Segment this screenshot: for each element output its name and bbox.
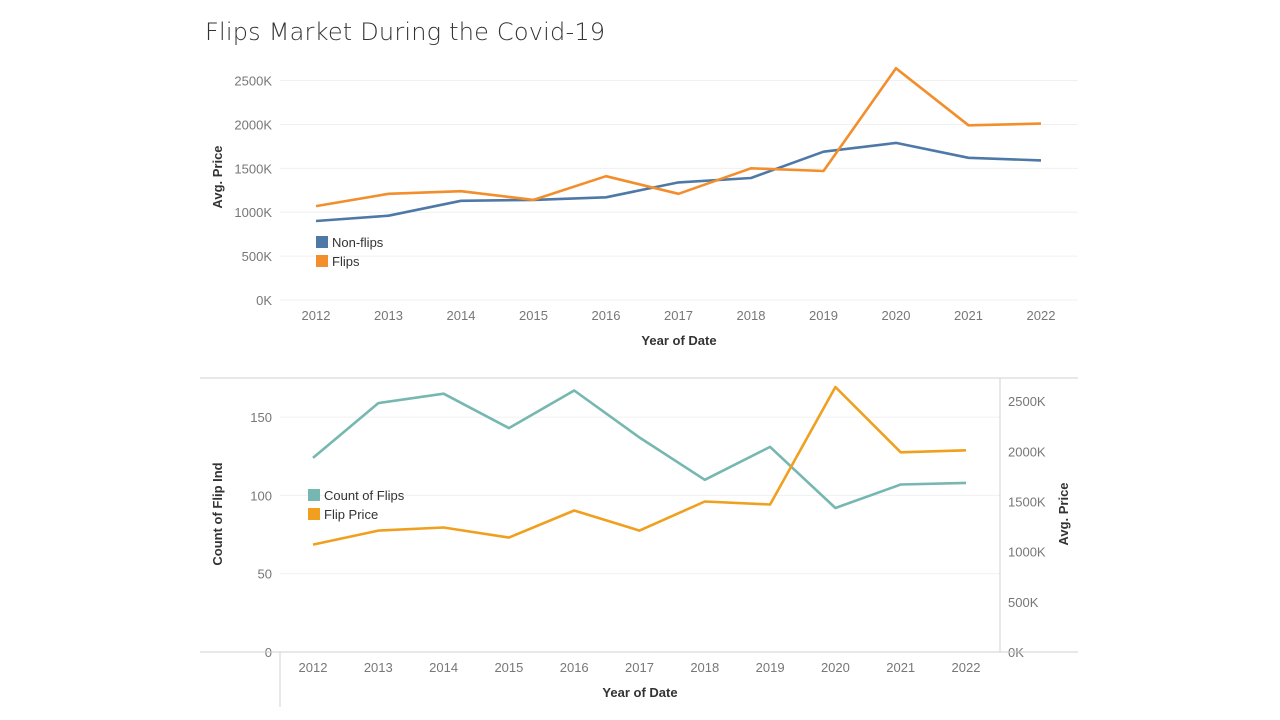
x-tick-label: 2013 xyxy=(364,660,393,675)
y-left-axis-title: Count of Flip Ind xyxy=(210,462,225,565)
x-tick-label: 2014 xyxy=(447,308,476,323)
x-tick-label: 2016 xyxy=(592,308,621,323)
x-tick-label: 2015 xyxy=(494,660,523,675)
x-tick-label: 2020 xyxy=(882,308,911,323)
x-tick-label: 2017 xyxy=(625,660,654,675)
bottom-dual-axis-chart: 0501001500K500K1000K1500K2000K2500K20122… xyxy=(200,377,1078,707)
series-line-non-flips xyxy=(315,141,1042,223)
series-line-flips xyxy=(315,67,1042,208)
legend-swatch xyxy=(308,508,320,520)
x-tick-label: 2018 xyxy=(737,308,766,323)
x-tick-label: 2022 xyxy=(1027,308,1056,323)
series-line-flip-price xyxy=(312,385,967,546)
y-left-tick-label: 100 xyxy=(250,488,272,503)
series-line-count-of-flips xyxy=(312,389,967,510)
y-tick-label: 0K xyxy=(256,293,272,308)
top-line-chart: 0K 500K 1000K 1500K 2000K 2500K 2012 2013 2014 20… xyxy=(210,67,1078,348)
y-right-tick-label: 2500K xyxy=(1008,394,1046,409)
legend-swatch xyxy=(316,255,328,267)
legend-label: Flips xyxy=(332,254,360,269)
x-axis-title: Year of Date xyxy=(602,685,677,700)
legend-swatch xyxy=(308,489,320,501)
y-tick-label: 1500K xyxy=(234,161,272,176)
y-axis-title: Avg. Price xyxy=(210,145,225,208)
y-tick-label: 1000K xyxy=(234,205,272,220)
x-tick-label: 2021 xyxy=(954,308,983,323)
legend-swatch xyxy=(316,236,328,248)
x-tick-label: 2017 xyxy=(664,308,693,323)
y-left-tick-label: 150 xyxy=(250,410,272,425)
x-tick-label: 2016 xyxy=(560,660,589,675)
legend-label: Flip Price xyxy=(324,507,378,522)
x-tick-label: 2020 xyxy=(821,660,850,675)
y-right-axis-title: Avg. Price xyxy=(1056,482,1071,545)
y-tick-label: 2500K xyxy=(234,74,272,89)
x-tick-label: 2012 xyxy=(299,660,328,675)
y-right-tick-label: 2000K xyxy=(1008,444,1046,459)
x-tick-label: 2021 xyxy=(886,660,915,675)
y-left-tick-label: 50 xyxy=(258,567,272,582)
x-tick-label: 2014 xyxy=(429,660,458,675)
x-tick-label: 2022 xyxy=(952,660,981,675)
page-title: Flips Market During the Covid-19 xyxy=(205,18,606,46)
x-tick-label: 2019 xyxy=(809,308,838,323)
legend-label: Count of Flips xyxy=(324,488,405,503)
y-tick-label: 500K xyxy=(242,249,273,264)
x-tick-label: 2013 xyxy=(374,308,403,323)
x-tick-label: 2018 xyxy=(690,660,719,675)
x-tick-label: 2019 xyxy=(756,660,785,675)
x-axis-title: Year of Date xyxy=(641,333,716,348)
y-right-tick-label: 500K xyxy=(1008,595,1039,610)
y-right-tick-label: 1500K xyxy=(1008,494,1046,509)
y-tick-label: 2000K xyxy=(234,117,272,132)
y-right-tick-label: 1000K xyxy=(1008,545,1046,560)
x-tick-label: 2012 xyxy=(302,308,331,323)
x-tick-label: 2015 xyxy=(519,308,548,323)
legend-label: Non-flips xyxy=(332,235,384,250)
